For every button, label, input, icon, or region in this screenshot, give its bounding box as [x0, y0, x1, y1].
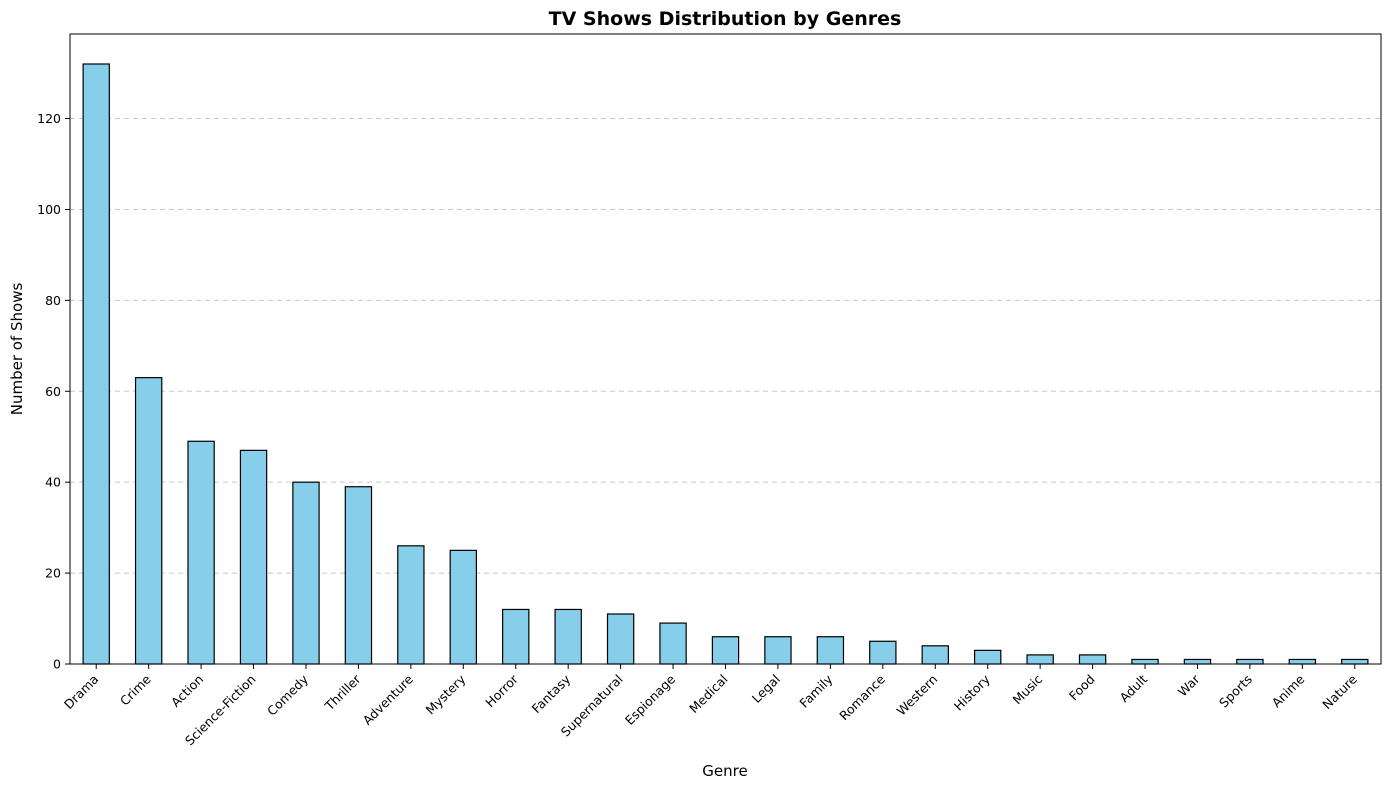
bar-thriller — [344, 486, 373, 665]
x-tick-label-fantasy: Fantasy — [529, 671, 574, 716]
bar-espionage — [659, 622, 687, 665]
y-tick-label-4: 80 — [45, 293, 61, 308]
y-tick-label-2: 40 — [45, 475, 61, 490]
bar-comedy — [292, 481, 320, 665]
y-axis-label: Number of Shows — [8, 283, 26, 416]
bar-fantasy — [554, 608, 582, 665]
x-tick-label-romance: Romance — [836, 671, 888, 723]
bar-adventure — [397, 545, 425, 665]
bar-history — [973, 649, 1002, 665]
y-tick-label-1: 20 — [45, 566, 61, 581]
bar-music — [1026, 654, 1054, 665]
y-tick-label-6: 120 — [37, 111, 61, 126]
x-tick-label-thriller: Thriller — [321, 671, 364, 714]
x-tick-label-espionage: Espionage — [622, 671, 679, 728]
x-tick-label-adult: Adult — [1117, 671, 1151, 705]
bar-romance — [869, 640, 897, 665]
x-tick-label-crime: Crime — [117, 671, 154, 708]
bar-war — [1183, 658, 1212, 665]
x-tick-label-comedy: Comedy — [264, 671, 312, 719]
grid-lines — [70, 118, 1381, 665]
x-tick-label-adventure: Adventure — [360, 671, 417, 728]
x-tick-label-sports: Sports — [1216, 672, 1255, 711]
bar-legal — [764, 636, 792, 665]
y-tick-label-0: 0 — [53, 657, 61, 672]
bar-food — [1078, 654, 1107, 665]
x-tick-label-music: Music — [1009, 671, 1045, 707]
x-tick-label-medical: Medical — [686, 672, 730, 716]
bar-drama — [82, 63, 110, 665]
x-tick-label-western: Western — [894, 672, 941, 719]
x-tick-label-history: History — [951, 671, 993, 713]
chart-title: TV Shows Distribution by Genres — [549, 8, 902, 30]
bar-anime — [1288, 658, 1317, 665]
x-tick-label-food: Food — [1066, 672, 1098, 704]
bar-horror — [502, 608, 530, 665]
bar-sports — [1236, 658, 1264, 665]
bar-mystery — [449, 549, 478, 665]
y-tick-label-5: 100 — [37, 202, 61, 217]
bar-action — [187, 440, 215, 665]
x-tick-label-horror: Horror — [482, 671, 521, 710]
x-tick-label-action: Action — [168, 672, 206, 710]
x-axis-label: Genre — [702, 762, 747, 780]
bar-nature — [1341, 658, 1369, 665]
x-tick-label-mystery: Mystery — [423, 671, 469, 717]
bar-adult — [1131, 658, 1159, 665]
x-tick-label-nature: Nature — [1319, 671, 1360, 712]
bar-western — [921, 645, 949, 665]
bars — [82, 63, 1369, 665]
bar-supernatural — [606, 613, 635, 665]
x-tick-label-legal: Legal — [749, 672, 783, 706]
bar-family — [816, 636, 845, 665]
x-tick-label-drama: Drama — [61, 672, 101, 712]
bar-crime — [134, 377, 163, 665]
y-tick-label-3: 60 — [45, 384, 61, 399]
bar-science-fiction — [239, 449, 268, 665]
x-tick-label-family: Family — [796, 671, 835, 710]
bar-medical — [711, 636, 740, 665]
x-tick-label-war: War — [1175, 671, 1203, 699]
x-tick-label-anime: Anime — [1269, 671, 1308, 710]
